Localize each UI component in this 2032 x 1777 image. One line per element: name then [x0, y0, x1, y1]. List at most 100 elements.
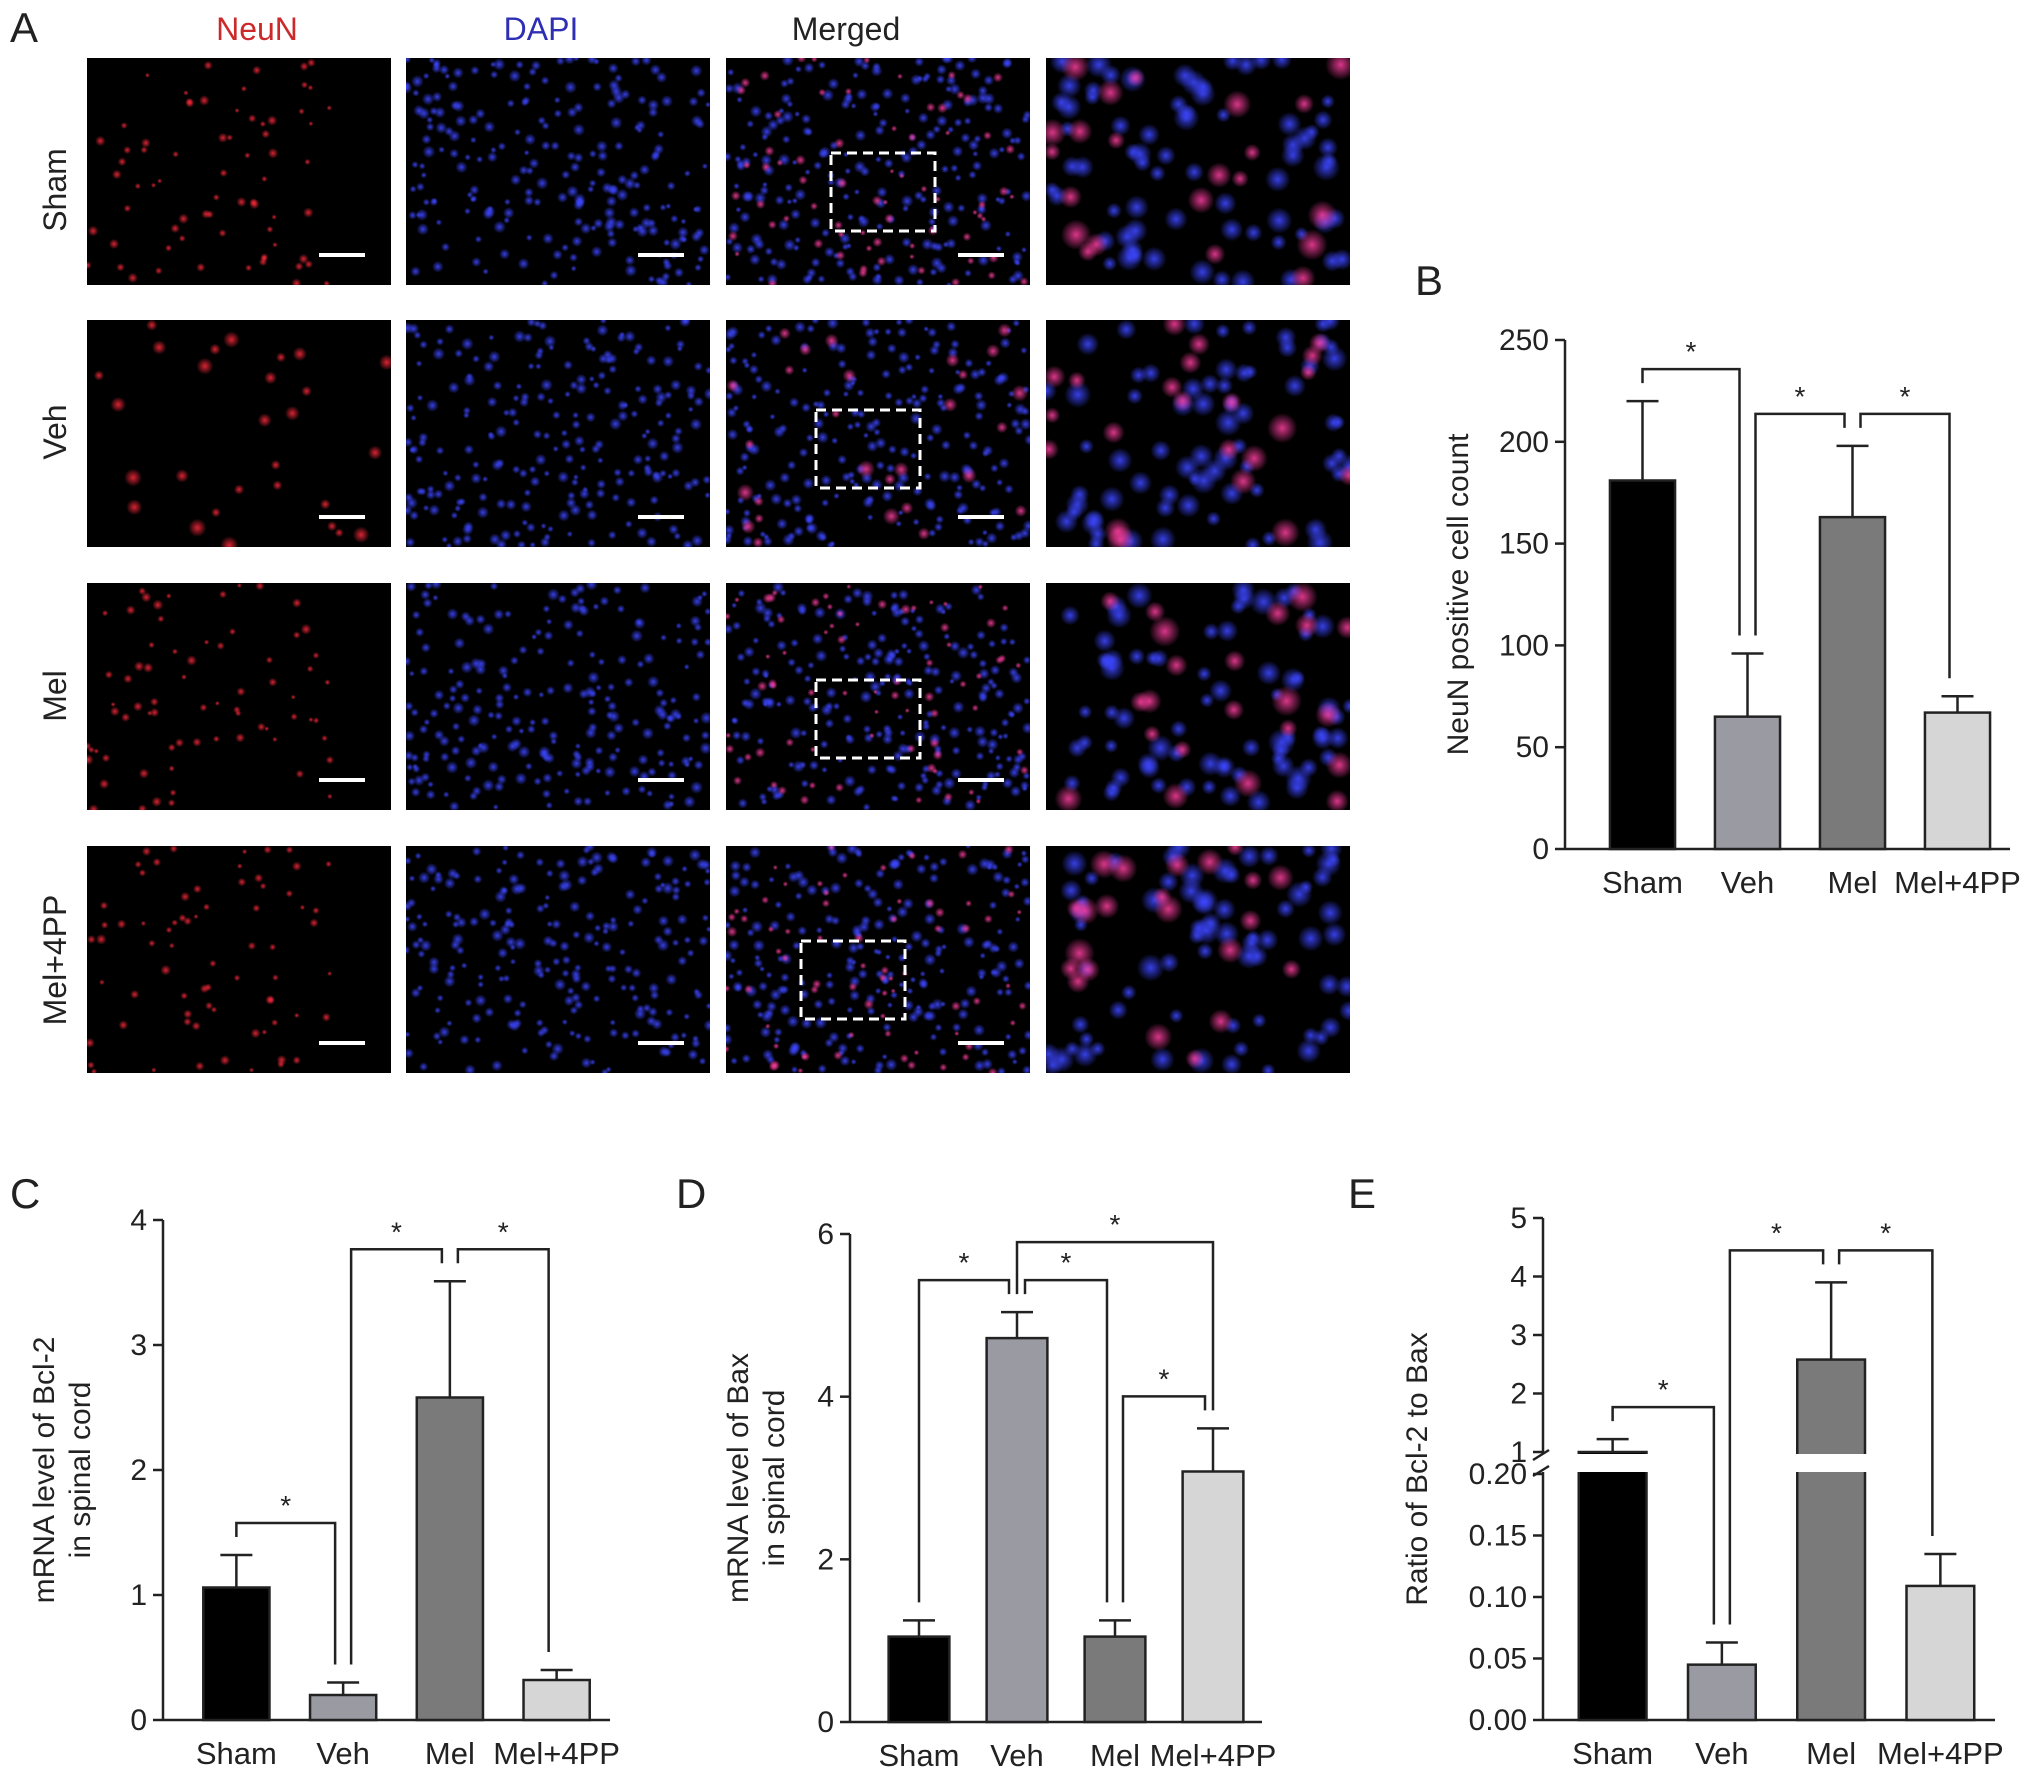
dapi-nucleus	[1258, 846, 1279, 867]
dapi-nucleus	[591, 444, 601, 454]
dapi-nucleus	[874, 987, 882, 995]
dapi-nucleus	[786, 100, 794, 108]
dapi-nucleus	[883, 727, 894, 739]
neun-cell	[87, 935, 96, 944]
dapi-nucleus	[662, 260, 673, 271]
neun-cell	[808, 781, 817, 790]
x-tick-label: Sham	[879, 1738, 960, 1772]
neun-cell	[240, 85, 248, 92]
dapi-nucleus	[561, 170, 571, 180]
dapi-nucleus	[463, 615, 476, 627]
dapi-nucleus	[803, 62, 815, 74]
neun-cell	[836, 634, 847, 645]
neun-cell	[219, 168, 228, 178]
dapi-nucleus	[447, 80, 459, 92]
neun-cell	[178, 213, 189, 225]
dapi-nucleus	[587, 698, 595, 706]
neun-cell	[275, 352, 286, 363]
neun-cell	[1162, 320, 1187, 337]
dapi-nucleus	[783, 238, 797, 252]
neun-cell	[833, 1050, 843, 1061]
neun-cell	[776, 615, 786, 624]
dapi-nucleus	[923, 472, 932, 481]
dapi-nucleus	[454, 348, 464, 358]
dapi-nucleus	[1149, 649, 1169, 668]
dapi-nucleus	[825, 971, 834, 979]
neun-cell	[1103, 517, 1132, 546]
dapi-nucleus	[406, 901, 413, 912]
dapi-nucleus	[1013, 136, 1022, 145]
dapi-nucleus	[1232, 587, 1256, 610]
dapi-nucleus	[1002, 732, 1009, 740]
dapi-nucleus	[934, 944, 944, 954]
dapi-nucleus	[749, 879, 761, 890]
y-tick-label: 1	[1510, 1436, 1527, 1469]
dapi-nucleus	[406, 945, 411, 955]
dapi-nucleus	[863, 884, 873, 893]
dapi-nucleus	[649, 495, 659, 505]
neun-cell	[740, 519, 756, 534]
bar-mel	[1818, 515, 1887, 851]
dapi-nucleus	[794, 65, 803, 73]
dapi-nucleus	[444, 324, 455, 335]
dapi-nucleus	[928, 367, 936, 375]
dapi-nucleus	[1108, 1000, 1128, 1020]
dapi-nucleus	[465, 372, 474, 381]
dapi-nucleus	[505, 936, 517, 948]
neun-cell	[727, 230, 739, 242]
neun-cell	[975, 798, 982, 805]
dapi-nucleus	[633, 617, 646, 630]
dapi-nucleus	[1124, 195, 1149, 220]
dapi-nucleus	[948, 471, 961, 484]
dapi-nucleus	[1234, 363, 1254, 383]
dapi-nucleus	[1251, 1013, 1267, 1029]
micrograph-nuclei	[406, 846, 710, 1073]
dapi-nucleus	[423, 718, 431, 726]
dapi-nucleus	[1110, 115, 1131, 137]
dapi-nucleus	[1214, 409, 1242, 437]
dapi-nucleus	[517, 745, 531, 759]
dapi-nucleus	[727, 68, 735, 77]
neun-cell	[299, 904, 306, 911]
neun-cell	[809, 746, 816, 753]
dapi-nucleus	[518, 468, 528, 479]
dapi-nucleus	[536, 347, 545, 356]
dapi-nucleus	[462, 406, 471, 415]
neun-cell	[1019, 276, 1029, 285]
neun-cell	[1294, 613, 1320, 638]
dapi-nucleus	[592, 82, 603, 92]
dapi-nucleus	[483, 120, 496, 133]
micrograph-nuclei	[726, 583, 1030, 810]
dapi-nucleus	[603, 765, 617, 779]
dapi-nucleus	[1322, 922, 1347, 947]
dapi-nucleus	[1201, 779, 1217, 795]
neun-cell	[1089, 849, 1119, 879]
neun-cell	[90, 1068, 98, 1073]
dapi-nucleus	[420, 642, 431, 653]
dapi-nucleus	[909, 452, 918, 460]
dapi-nucleus	[1168, 94, 1189, 114]
dapi-nucleus	[490, 70, 499, 79]
dapi-nucleus	[1277, 112, 1302, 137]
significance-star: *	[1061, 1247, 1072, 1278]
dapi-nucleus	[476, 506, 490, 519]
dapi-nucleus	[998, 457, 1010, 469]
dapi-nucleus	[584, 756, 596, 768]
neun-cell	[212, 193, 220, 201]
neun-cell	[252, 904, 261, 913]
neun-cell	[834, 782, 845, 793]
dapi-nucleus	[813, 160, 823, 171]
dapi-nucleus	[475, 687, 483, 695]
dapi-nucleus	[726, 508, 731, 516]
neun-cell	[767, 925, 775, 933]
dapi-nucleus	[1317, 137, 1339, 158]
dapi-nucleus	[501, 887, 508, 894]
dapi-nucleus	[1020, 346, 1028, 355]
neun-cell	[879, 863, 888, 872]
neun-cell	[764, 145, 775, 157]
dapi-nucleus	[566, 151, 577, 161]
dapi-nucleus	[637, 393, 648, 405]
dapi-nucleus	[689, 64, 703, 78]
dapi-nucleus	[1196, 942, 1214, 960]
dapi-nucleus	[474, 663, 487, 676]
